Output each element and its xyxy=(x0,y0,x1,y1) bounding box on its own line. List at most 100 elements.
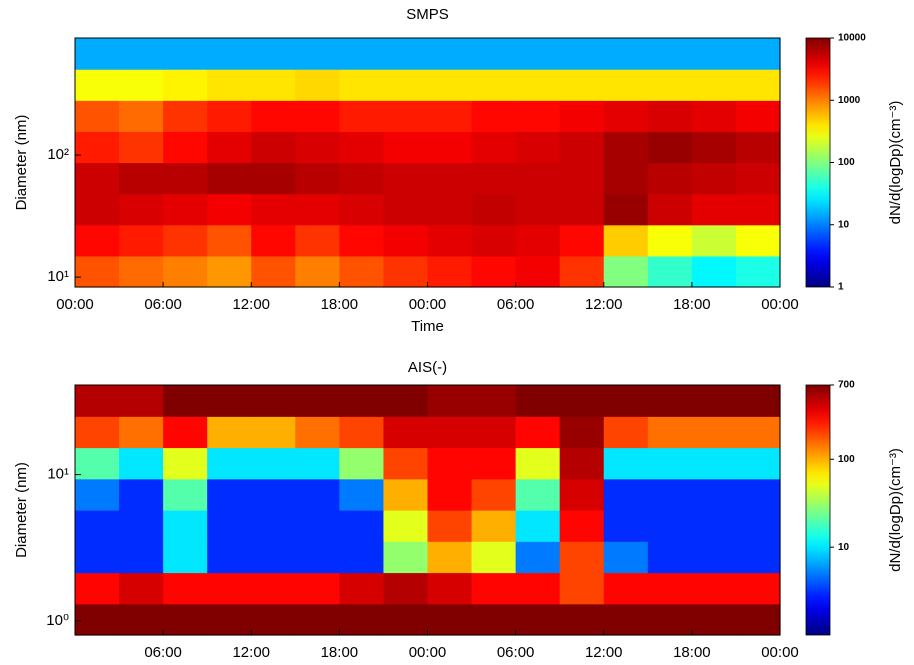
heatmap-cell xyxy=(603,510,649,542)
heatmap-cell xyxy=(119,162,164,195)
heatmap-cell xyxy=(207,385,252,417)
heatmap-cell xyxy=(119,255,164,288)
heatmap-cell xyxy=(339,69,385,101)
heatmap-cell xyxy=(515,385,561,417)
heatmap-cell xyxy=(207,224,252,257)
heatmap-cell xyxy=(691,416,737,449)
heatmap-cell xyxy=(515,478,561,511)
heatmap-cell xyxy=(691,447,737,480)
heatmap-cell xyxy=(603,162,649,195)
heatmap-cell xyxy=(471,255,517,288)
heatmap-cell xyxy=(163,162,208,195)
heatmap-cell xyxy=(207,131,252,164)
heatmap-cell xyxy=(559,447,605,480)
heatmap-cell xyxy=(471,131,517,164)
colorbar-tick-label: 700 xyxy=(838,380,855,391)
x-tick-label: 06:00 xyxy=(497,296,535,313)
heatmap-cell xyxy=(75,131,120,164)
heatmap-cell xyxy=(163,603,208,636)
heatmap-cell xyxy=(75,162,120,195)
heatmap-cell xyxy=(339,255,385,288)
heatmap-cell xyxy=(295,255,340,288)
heatmap-cell xyxy=(471,478,517,511)
heatmap-cell xyxy=(207,100,252,132)
heatmap-cell xyxy=(163,193,208,226)
heatmap-cell xyxy=(691,603,737,636)
heatmap-cell xyxy=(251,131,296,164)
heatmap-cell xyxy=(735,255,781,288)
heatmap-cell xyxy=(735,416,781,449)
heatmap-cell xyxy=(515,541,561,574)
heatmap-cell xyxy=(75,416,120,449)
colorbar-label: dN/d(logDp)(cm⁻³) xyxy=(887,448,904,572)
heatmap-cell xyxy=(603,38,649,70)
x-tick-label: 12:00 xyxy=(232,644,270,661)
heatmap-cell xyxy=(383,572,429,605)
y-tick-label: 10¹ xyxy=(47,466,69,483)
heatmap-cell xyxy=(735,447,781,480)
heatmap-cell xyxy=(559,510,605,542)
heatmap-cell xyxy=(691,255,737,288)
heatmap-cell xyxy=(647,38,693,70)
x-tick-label: 18:00 xyxy=(673,296,711,313)
heatmap-cell xyxy=(207,572,252,605)
heatmap-cell xyxy=(647,69,693,101)
heatmap-cell xyxy=(735,38,781,70)
heatmap-cell xyxy=(295,416,340,449)
heatmap-cell xyxy=(471,193,517,226)
heatmap-cell xyxy=(163,478,208,511)
heatmap-cell xyxy=(119,385,164,417)
heatmap-cell xyxy=(251,162,296,195)
heatmap-cell xyxy=(251,572,296,605)
heatmap-cell xyxy=(75,255,120,288)
heatmap-cell xyxy=(427,224,473,257)
heatmap-cell xyxy=(163,385,208,417)
heatmap-cell xyxy=(251,510,296,542)
heatmap-cell xyxy=(383,447,429,480)
heatmap-cell xyxy=(339,38,385,70)
heatmap-cell xyxy=(383,416,429,449)
heatmap-cell xyxy=(471,541,517,574)
chart-title: SMPS xyxy=(406,6,449,23)
heatmap-cell xyxy=(251,100,296,132)
heatmap-cell xyxy=(295,603,340,636)
heatmap-cell xyxy=(735,224,781,257)
x-tick-label: 18:00 xyxy=(673,644,711,661)
heatmap-cell xyxy=(339,131,385,164)
heatmap-cell xyxy=(163,255,208,288)
heatmap-cell xyxy=(207,603,252,636)
heatmap-cell xyxy=(647,255,693,288)
x-tick-label: 00:00 xyxy=(409,296,447,313)
heatmap-cell xyxy=(383,478,429,511)
heatmap-cell xyxy=(735,69,781,101)
colorbar-label: dN/d(logDp)(cm⁻³) xyxy=(887,101,904,225)
heatmap-cell xyxy=(691,162,737,195)
heatmap-cell xyxy=(163,131,208,164)
heatmap-cell xyxy=(383,224,429,257)
chart-title: AIS(-) xyxy=(408,359,447,376)
heatmap-cell xyxy=(295,447,340,480)
x-tick-label: 00:00 xyxy=(761,644,799,661)
heatmap-cell xyxy=(603,69,649,101)
heatmap-cell xyxy=(515,572,561,605)
heatmap-cell xyxy=(559,38,605,70)
heatmap-cell xyxy=(735,193,781,226)
heatmap-cell xyxy=(295,572,340,605)
heatmap-cell xyxy=(427,447,473,480)
heatmap-cell xyxy=(647,100,693,132)
heatmap-cell xyxy=(119,193,164,226)
heatmap-cell xyxy=(735,510,781,542)
heatmap-cell xyxy=(75,100,120,132)
heatmap-cell xyxy=(603,478,649,511)
heatmap-cell xyxy=(647,193,693,226)
colorbar-tick-label: 1 xyxy=(838,282,844,293)
x-tick-label: 12:00 xyxy=(232,296,270,313)
heatmap-cell xyxy=(251,447,296,480)
heatmap-cell xyxy=(119,572,164,605)
heatmap-cell xyxy=(515,447,561,480)
heatmap-cell xyxy=(515,255,561,288)
heatmap-cell xyxy=(75,69,120,101)
heatmap-cell xyxy=(691,193,737,226)
heatmap-cell xyxy=(339,385,385,417)
heatmap-cell xyxy=(119,541,164,574)
